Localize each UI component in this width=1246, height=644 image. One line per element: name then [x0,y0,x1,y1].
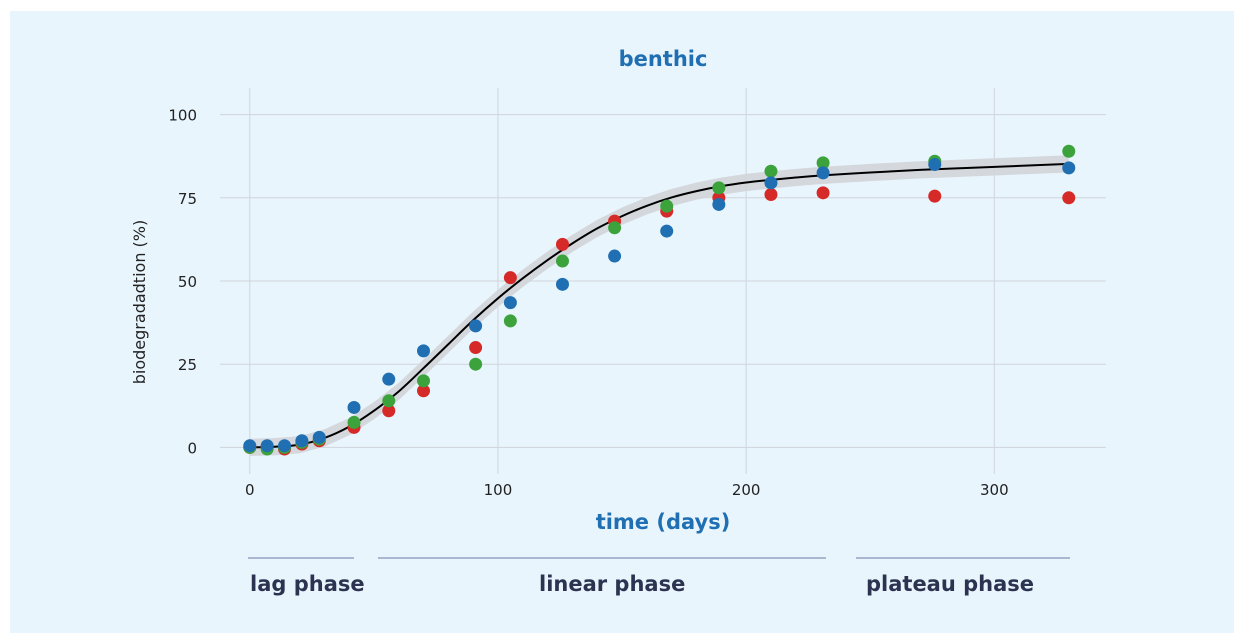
data-point-series-1 [928,189,942,203]
data-point-series-2 [469,357,483,371]
data-point-series-2 [712,181,726,195]
linear-phase-line [378,557,826,559]
data-point-series-2 [382,394,396,408]
data-point-series-3 [382,372,396,386]
data-point-series-2 [764,164,778,178]
data-points [243,144,1076,456]
x-axis-label: time (days) [596,510,731,534]
data-point-series-1 [555,237,569,251]
data-point-series-3 [1062,161,1076,175]
data-point-series-1 [816,186,830,200]
data-point-series-1 [382,404,396,418]
data-point-series-1 [469,341,483,355]
x-tick-label: 0 [245,481,255,499]
data-point-series-2 [417,374,431,388]
data-point-series-3 [243,439,257,453]
plateau-phase-line [856,557,1070,559]
data-point-series-3 [503,296,517,310]
data-point-series-3 [764,176,778,190]
data-point-series-3 [608,249,622,263]
linear-phase-label: linear phase [539,572,686,596]
data-point-series-3 [555,277,569,291]
x-tick-label: 200 [732,481,761,499]
y-tick-label: 75 [178,190,197,208]
chart-title: benthic [619,47,708,71]
data-point-series-3 [928,158,942,172]
x-tick-label: 300 [980,481,1009,499]
data-point-series-3 [816,166,830,180]
data-point-series-2 [660,199,674,213]
data-point-series-3 [417,344,431,358]
data-point-series-1 [764,187,778,201]
x-tick-label: 100 [484,481,513,499]
data-point-series-2 [347,415,361,429]
data-point-series-3 [347,400,361,414]
data-point-series-3 [260,439,274,453]
data-point-series-2 [503,314,517,328]
data-point-series-3 [295,434,309,448]
lag-phase-label: lag phase [250,572,365,596]
data-point-series-2 [555,254,569,268]
data-point-series-3 [660,224,674,238]
y-tick-label: 100 [168,107,197,125]
lag-phase-line [248,557,354,559]
data-point-series-1 [503,271,517,285]
y-tick-label: 25 [178,356,197,374]
y-tick-label: 50 [178,273,197,291]
tick-labels: 0 25 50 75 100 0 100 200 300 [168,107,1008,499]
data-point-series-3 [469,319,483,333]
fit-line [249,162,1069,449]
y-axis-label: biodegradadtion (%) [130,220,149,384]
data-point-series-2 [816,156,830,170]
data-point-series-1 [1062,191,1076,205]
data-point-series-1 [417,384,431,398]
data-point-series-2 [1062,144,1076,158]
data-point-series-2 [608,221,622,235]
data-point-series-3 [312,430,326,444]
plateau-phase-label: plateau phase [866,572,1035,596]
y-tick-label: 0 [187,439,197,457]
data-point-series-3 [278,439,292,453]
fit-line-group [249,162,1069,449]
data-point-series-3 [712,197,726,211]
